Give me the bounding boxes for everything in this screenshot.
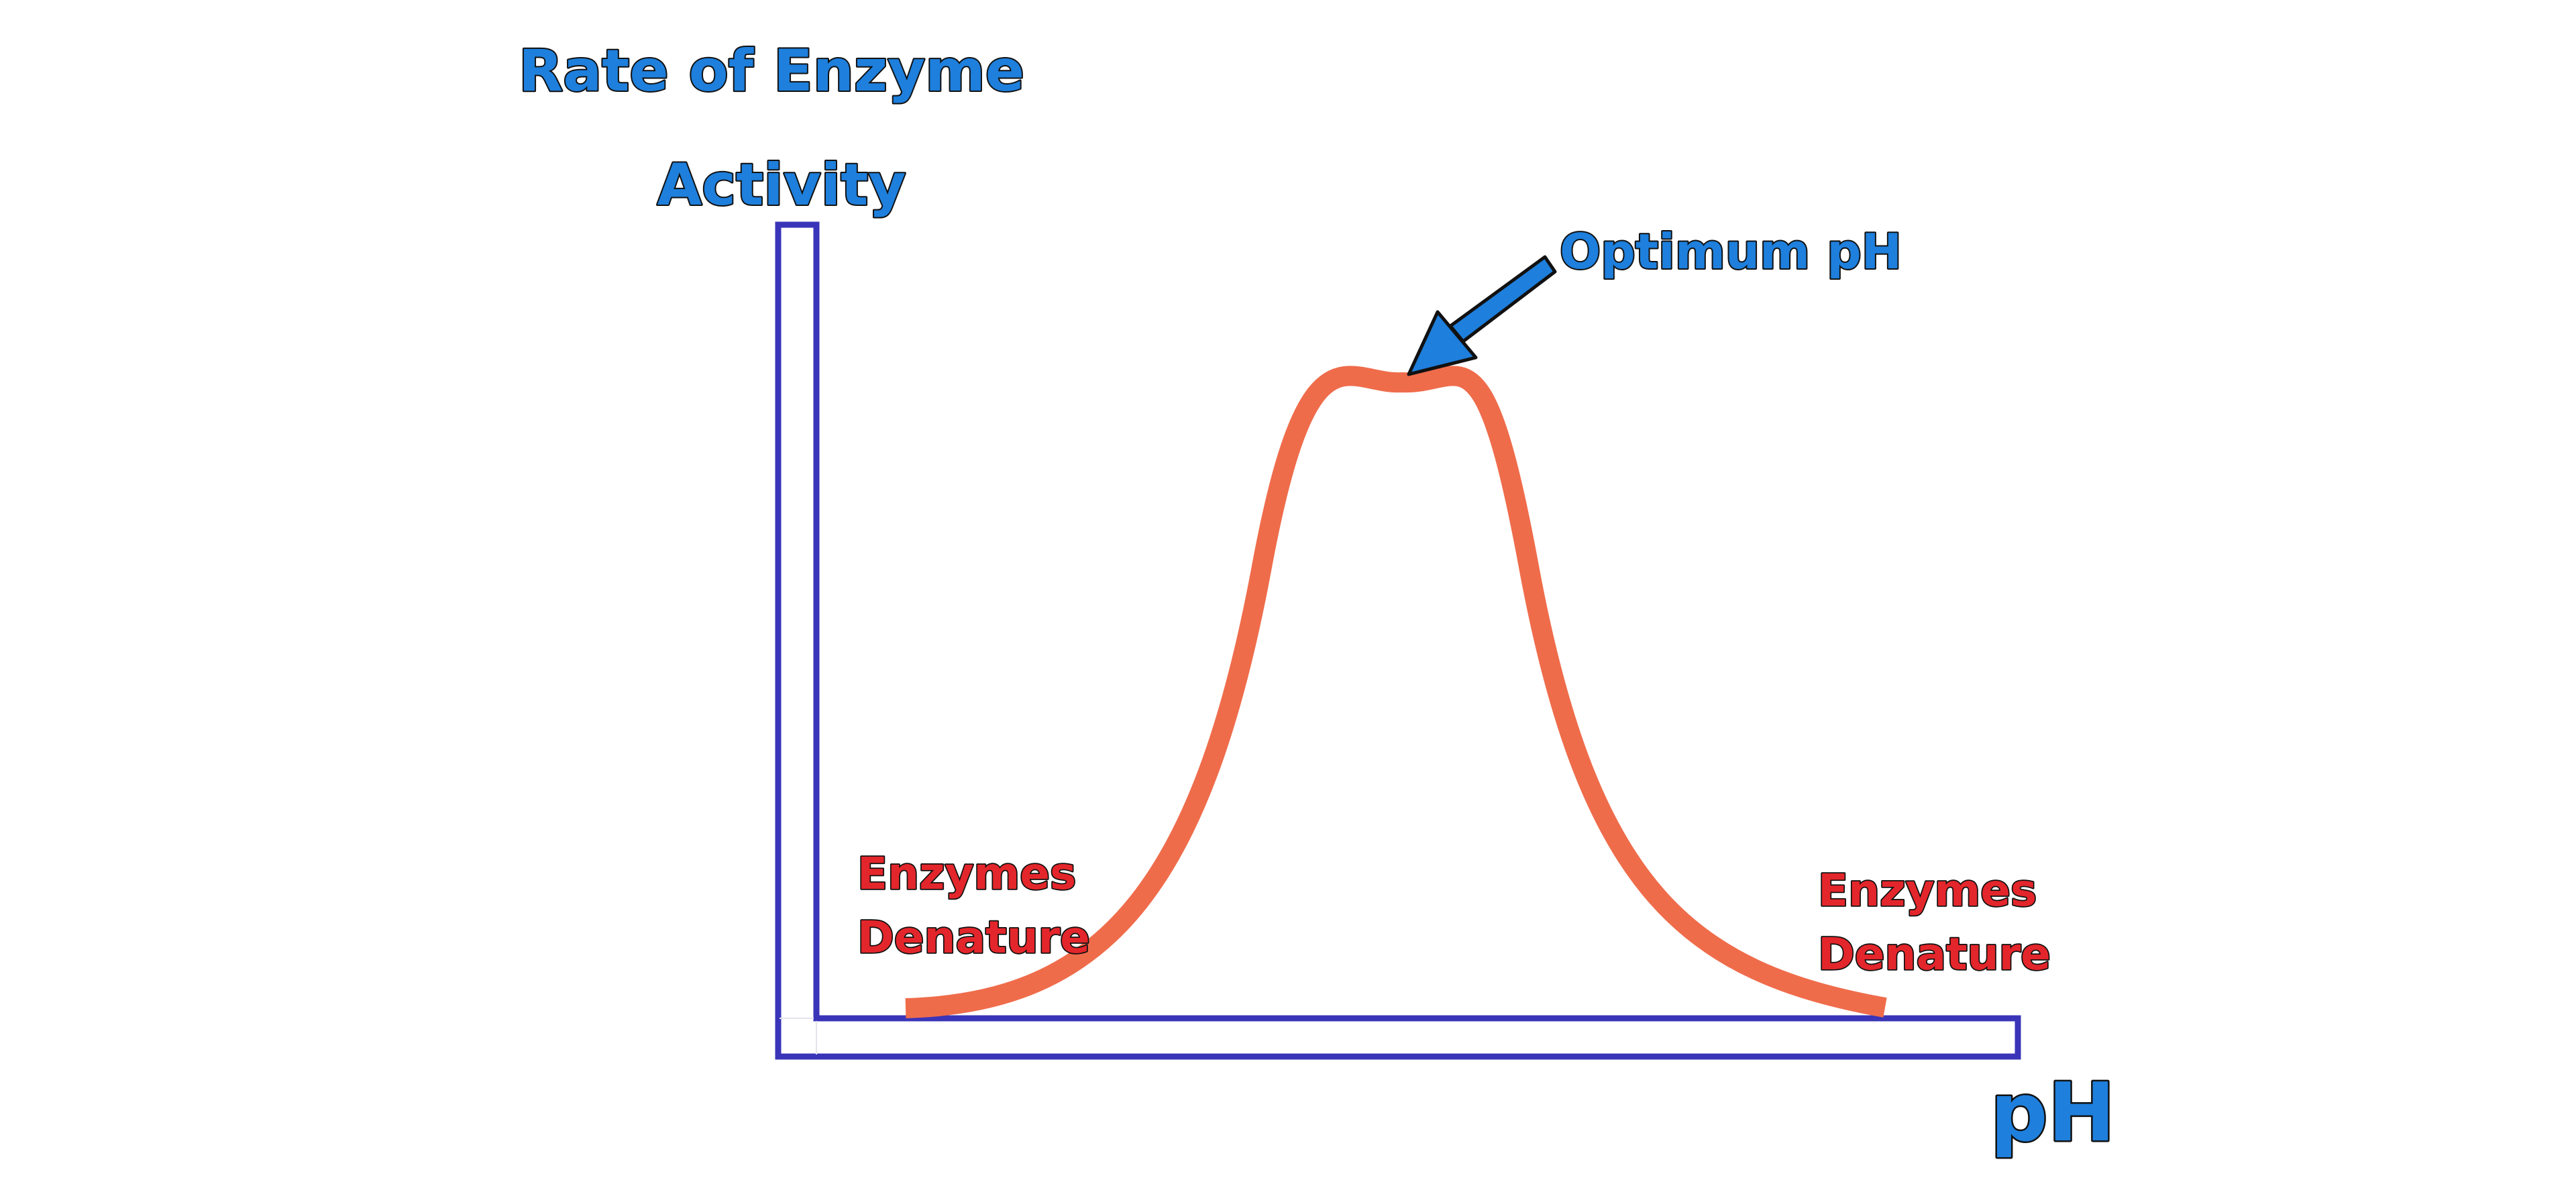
y-axis-label-line-2: Activity (657, 152, 906, 219)
left-denature-line-1: Enzymes (857, 848, 1076, 900)
y-axis-label: Rate of Enzyme Activity (519, 38, 1044, 219)
right-denature-line-1: Enzymes (1818, 865, 2037, 916)
axes-frame (775, 221, 2021, 1060)
x-axis-label: pH (1990, 1067, 2115, 1160)
right-denature-label: Enzymes Denature (1818, 865, 2052, 980)
y-axis-label-line-1: Rate of Enzyme (519, 38, 1024, 105)
right-denature-line-2: Denature (1818, 928, 2051, 980)
left-denature-label: Enzymes Denature (857, 848, 1091, 963)
optimum-ph-label: Optimum pH (1560, 223, 1902, 280)
optimum-arrow-shaft (1448, 255, 1557, 343)
optimum-arrow (1407, 255, 1557, 376)
left-denature-line-2: Denature (857, 912, 1090, 963)
enzyme-activity-curve (905, 366, 1887, 1018)
